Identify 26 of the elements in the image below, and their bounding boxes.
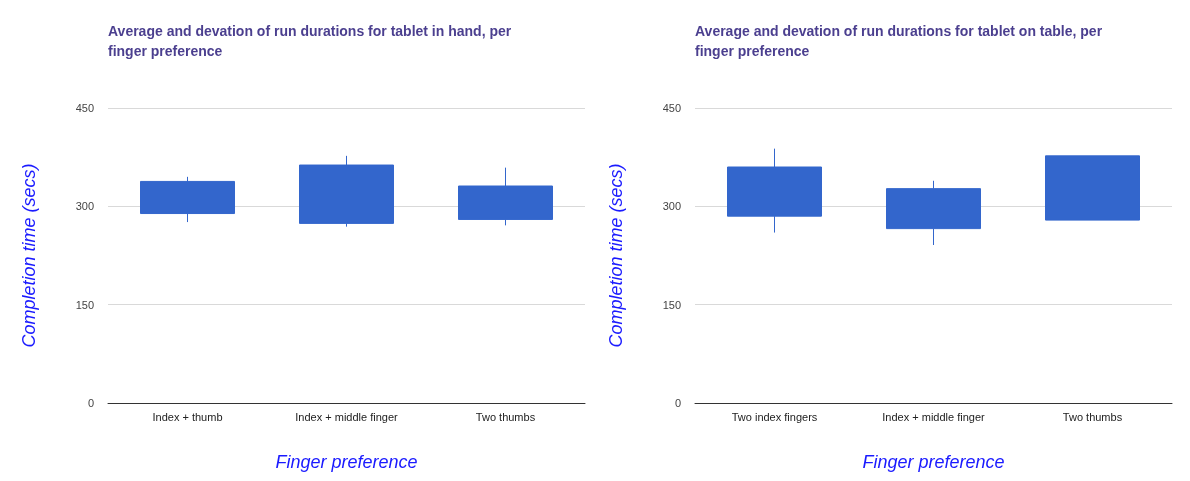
x-tick-label: Two index fingers [731,410,818,423]
candlestick [1045,155,1140,221]
y-tick-label: 150 [662,298,681,311]
y-tick-label: 450 [75,102,94,114]
x-tick-label: Index + middle finger [882,410,986,423]
y-axis-title: Completion time (secs) [19,163,39,348]
y-tick-label: 300 [75,200,94,213]
chart-title: Average and devation of run durations for tablet on table, per finger preference [695,23,1103,59]
x-tick-label: Index + middle finger [295,410,399,423]
y-tick-label: 300 [662,200,681,213]
y-tick-label: 450 [662,102,681,114]
x-axis-title: Finger preference [862,452,1005,472]
candlestick [299,155,394,228]
chart-title: Average and devation of run durations for tablet in hand, per finger preference [108,23,512,59]
y-axis-title: Completion time (secs) [606,163,626,348]
x-tick-label: Index + thumb [152,410,223,423]
y-tick-label: 0 [87,397,94,409]
x-tick-label: Two thumbs [475,410,536,423]
candlestick [886,180,981,246]
y-tick-label: 0 [674,397,681,409]
y-tick-label: 150 [75,298,94,311]
candlestick [727,148,822,234]
x-tick-label: Two thumbs [1062,410,1123,423]
candlestick [458,167,553,226]
x-axis-title: Finger preference [275,452,418,472]
candlestick [140,176,235,223]
